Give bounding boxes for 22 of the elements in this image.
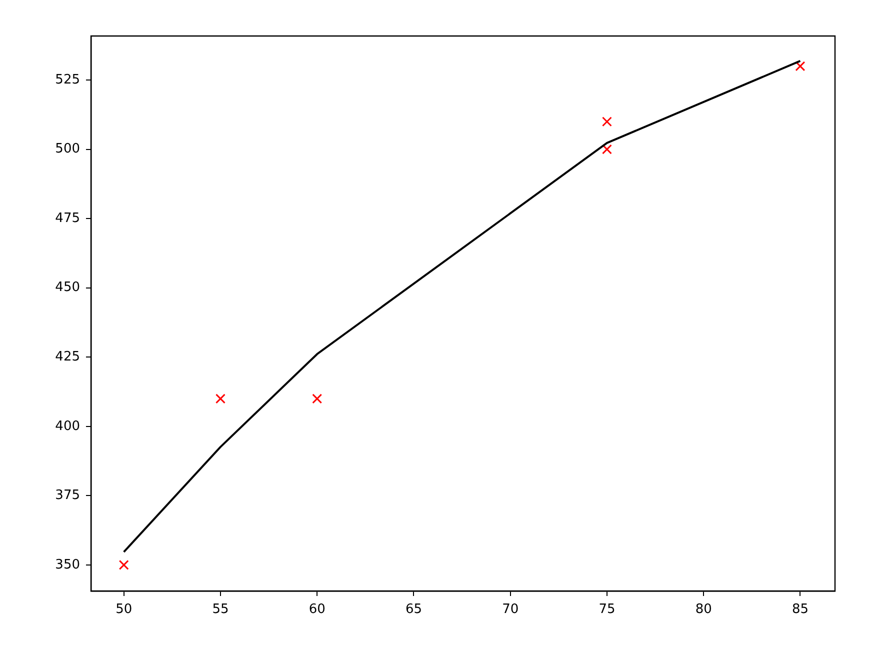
y-tick-label: 475 [55,210,80,226]
y-tick-label: 450 [55,280,80,296]
point [602,144,612,154]
x-tick-label: 75 [598,602,616,618]
y-tick-label: 425 [55,350,80,365]
y-tick-label: 350 [55,557,80,572]
x-tick-label: 50 [116,602,132,618]
x-tick-label: 85 [792,602,808,618]
point [215,394,226,404]
x-tick-label: 65 [405,602,422,618]
y-tick-label: 375 [55,488,80,504]
y-tick-label: 400 [55,418,80,434]
x-tick-label: 70 [502,602,519,618]
y-tick-label: 525 [55,72,80,88]
point [118,560,129,570]
x-tick-label: 55 [212,602,229,618]
point [312,394,322,404]
x-tick-label: 80 [695,602,712,618]
y-tick-label: 500 [55,142,80,157]
x-tick-label: 60 [308,602,326,618]
point [602,116,612,127]
point [795,61,806,72]
